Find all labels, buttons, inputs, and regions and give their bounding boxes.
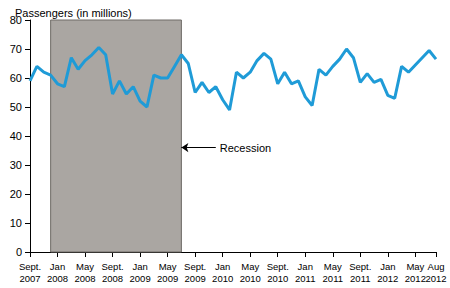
svg-text:20: 20	[10, 188, 22, 200]
svg-text:50: 50	[10, 101, 22, 113]
svg-text:2011: 2011	[323, 273, 343, 284]
svg-text:2012: 2012	[425, 273, 446, 284]
svg-text:Jan: Jan	[380, 261, 395, 272]
svg-text:2009: 2009	[185, 273, 206, 284]
svg-text:Aug: Aug	[428, 261, 445, 272]
svg-text:May: May	[241, 261, 259, 272]
svg-text:Sept.: Sept.	[267, 261, 289, 272]
svg-text:0: 0	[16, 246, 22, 258]
svg-text:2012: 2012	[377, 273, 398, 284]
svg-text:2007: 2007	[19, 273, 40, 284]
svg-text:2008: 2008	[102, 273, 123, 284]
svg-text:Passengers (in millions): Passengers (in millions)	[15, 7, 132, 19]
svg-text:80: 80	[9, 14, 22, 26]
svg-text:May: May	[76, 261, 94, 272]
svg-text:Jan: Jan	[50, 261, 65, 272]
svg-text:May: May	[159, 261, 177, 272]
svg-text:2009: 2009	[130, 273, 151, 284]
svg-text:2010: 2010	[267, 273, 288, 284]
svg-text:2010: 2010	[212, 273, 233, 284]
svg-text:Sept.: Sept.	[19, 261, 41, 272]
svg-text:May: May	[324, 261, 342, 272]
svg-text:Recession: Recession	[220, 142, 271, 154]
svg-text:2011: 2011	[295, 273, 315, 284]
svg-text:60: 60	[10, 72, 22, 84]
svg-text:Sept.: Sept.	[349, 261, 371, 272]
svg-text:2012: 2012	[405, 273, 426, 284]
svg-text:Sept.: Sept.	[184, 261, 206, 272]
svg-text:Sept.: Sept.	[101, 261, 123, 272]
svg-text:May: May	[406, 261, 424, 272]
svg-text:40: 40	[10, 130, 22, 142]
svg-text:2008: 2008	[74, 273, 95, 284]
svg-text:2010: 2010	[240, 273, 261, 284]
svg-text:10: 10	[10, 217, 22, 229]
svg-text:30: 30	[10, 159, 22, 171]
svg-text:2009: 2009	[157, 273, 178, 284]
svg-text:Jan: Jan	[132, 261, 147, 272]
svg-text:2011: 2011	[350, 273, 370, 284]
svg-text:Jan: Jan	[298, 261, 313, 272]
svg-text:70: 70	[10, 43, 22, 55]
svg-text:Jan: Jan	[215, 261, 230, 272]
svg-text:2008: 2008	[47, 273, 68, 284]
